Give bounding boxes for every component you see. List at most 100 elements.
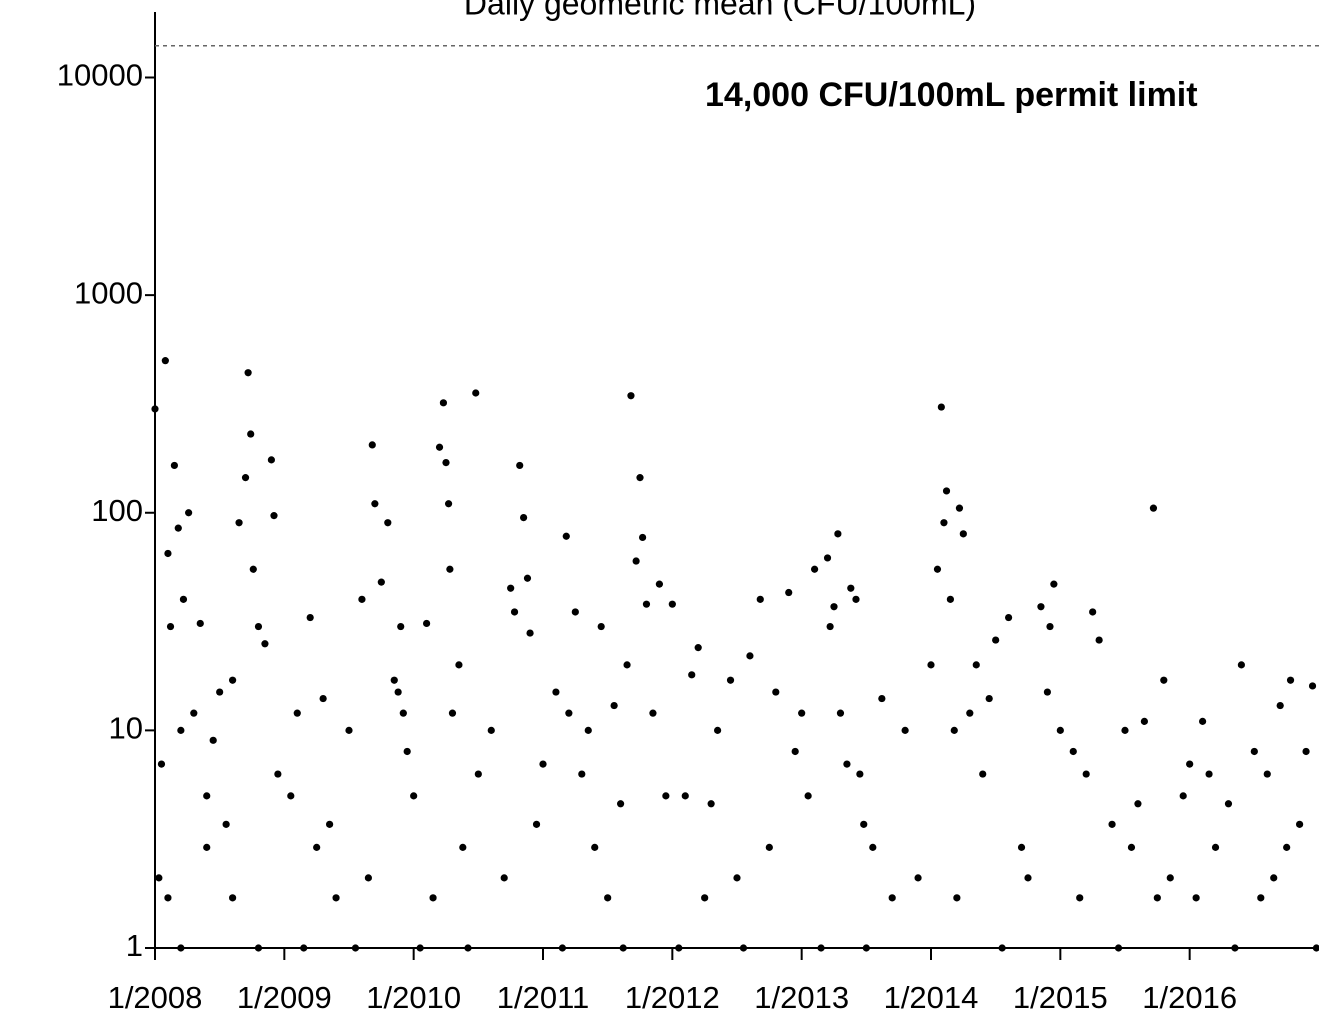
point	[1121, 726, 1129, 734]
point	[390, 676, 398, 684]
point	[313, 843, 321, 851]
point	[642, 600, 651, 608]
point	[384, 519, 392, 527]
point	[358, 595, 366, 603]
chart-title: Daily geometric mean (CFU/100mL)	[464, 0, 976, 21]
point	[254, 944, 263, 952]
x-tick-label: 1/2013	[754, 980, 849, 1015]
point	[247, 430, 255, 438]
point	[474, 770, 482, 778]
y-tick-label: 1	[126, 928, 143, 963]
point	[862, 944, 870, 952]
point	[627, 392, 635, 400]
point	[726, 676, 735, 684]
point	[852, 595, 860, 603]
point	[860, 820, 868, 828]
point	[507, 584, 515, 592]
point	[190, 709, 198, 717]
point	[254, 622, 263, 631]
point	[520, 514, 528, 522]
point	[1089, 608, 1097, 616]
x-tick-label: 1/2009	[237, 980, 332, 1015]
point	[1095, 636, 1103, 644]
x-tick-label: 1/2010	[366, 980, 461, 1015]
point	[241, 474, 250, 482]
point	[791, 747, 799, 756]
point	[1270, 874, 1278, 882]
point	[166, 622, 175, 631]
point	[319, 694, 327, 703]
point	[707, 800, 715, 808]
point	[1046, 622, 1054, 631]
point	[856, 770, 864, 778]
point	[151, 405, 159, 413]
point	[823, 554, 832, 562]
point	[675, 944, 683, 952]
point	[364, 874, 372, 882]
point	[1186, 760, 1194, 768]
point	[1050, 580, 1058, 588]
point	[1108, 820, 1116, 828]
point	[927, 661, 935, 669]
point	[399, 709, 407, 717]
y-tick-label: 10	[109, 711, 143, 746]
point	[811, 565, 819, 573]
point	[155, 874, 163, 882]
point	[1166, 874, 1174, 882]
point	[843, 760, 851, 768]
point	[368, 441, 376, 449]
point	[953, 894, 961, 902]
point	[739, 944, 748, 952]
point	[1276, 701, 1284, 710]
point	[584, 726, 592, 734]
point	[746, 652, 754, 660]
point	[1302, 747, 1310, 756]
point	[1224, 800, 1233, 808]
point	[571, 608, 579, 616]
point	[914, 874, 922, 882]
point	[261, 640, 269, 648]
point	[772, 688, 780, 696]
point	[293, 709, 301, 717]
point	[998, 944, 1006, 952]
point	[681, 792, 689, 800]
point	[733, 874, 741, 882]
point	[1082, 770, 1090, 778]
point	[834, 530, 842, 538]
point	[901, 726, 909, 734]
point	[216, 688, 224, 696]
point	[878, 694, 886, 703]
point	[888, 894, 896, 902]
point	[937, 403, 945, 411]
point	[591, 843, 599, 851]
point	[1127, 843, 1136, 851]
point	[332, 894, 340, 902]
x-tick-label: 1/2014	[884, 980, 979, 1015]
point	[177, 944, 185, 952]
point	[1043, 688, 1051, 696]
point	[270, 512, 278, 520]
point	[1153, 894, 1161, 902]
point	[459, 843, 467, 851]
point	[610, 701, 618, 710]
point	[1237, 661, 1245, 669]
point	[972, 661, 980, 669]
point	[287, 792, 295, 800]
point	[1211, 843, 1220, 851]
point	[940, 519, 948, 527]
point	[836, 709, 845, 717]
point	[377, 578, 385, 586]
point	[1005, 613, 1013, 622]
x-tick-label: 1/2012	[625, 980, 720, 1015]
y-tick-label: 100	[91, 493, 143, 528]
point	[1024, 874, 1032, 882]
point	[1205, 770, 1213, 778]
point	[539, 760, 547, 768]
point	[765, 843, 773, 851]
point	[662, 792, 670, 800]
point	[177, 726, 185, 734]
point	[1250, 747, 1258, 756]
point	[209, 736, 217, 744]
